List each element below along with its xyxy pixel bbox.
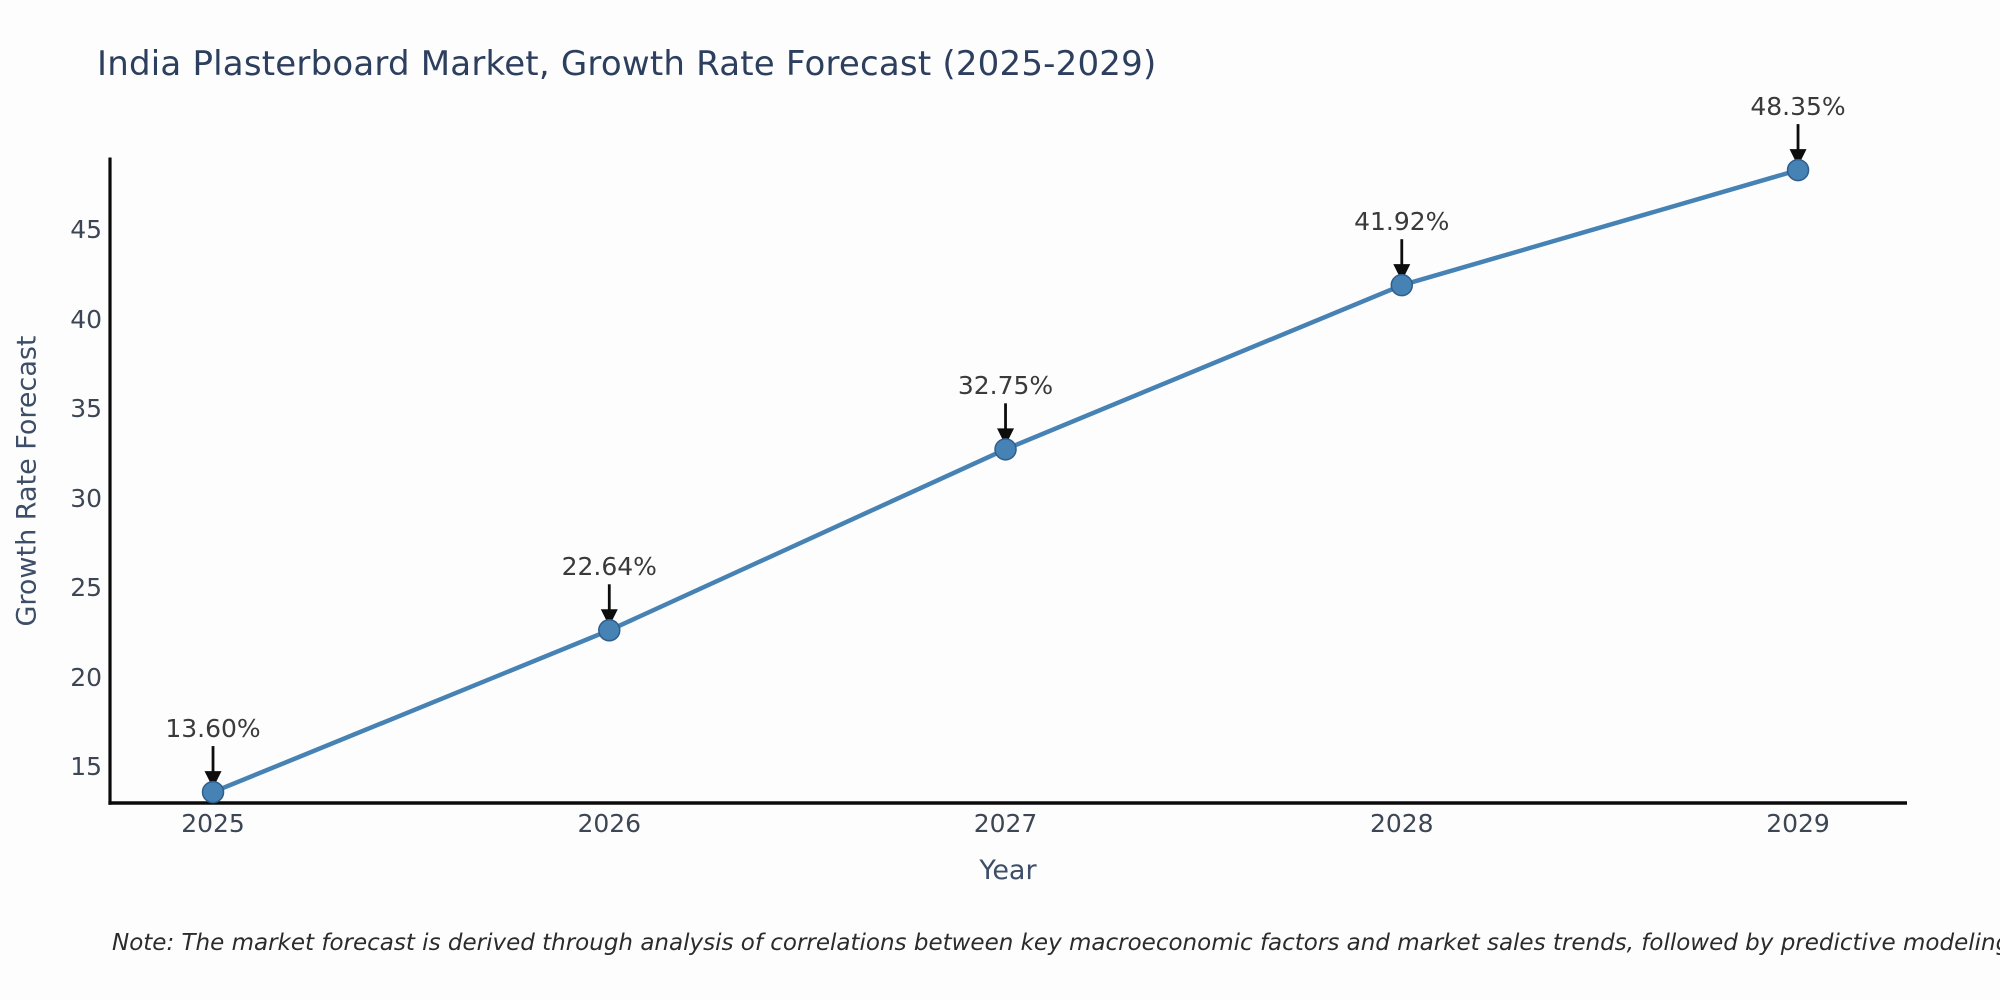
point-annotation: 13.60% — [165, 714, 261, 744]
chart-title: India Plasterboard Market, Growth Rate F… — [97, 44, 1157, 84]
y-tick-label: 15 — [70, 752, 102, 782]
y-tick-label: 20 — [70, 662, 102, 692]
data-point-marker — [598, 619, 621, 642]
x-tick-label: 2025 — [181, 809, 245, 838]
data-point-marker — [1786, 158, 1810, 182]
x-axis-title: Year — [979, 855, 1037, 886]
y-tick-label: 25 — [70, 573, 102, 603]
point-annotation: 41.92% — [1354, 207, 1450, 237]
annotation-arrowhead — [600, 609, 618, 627]
point-annotation: 32.75% — [957, 371, 1054, 401]
y-tick-label: 30 — [70, 483, 102, 513]
annotation-arrowhead — [1393, 264, 1411, 282]
data-point-marker — [994, 438, 1017, 461]
x-tick-label: 2026 — [577, 809, 642, 838]
y-tick-label: 40 — [70, 304, 102, 334]
annotation-arrowhead — [204, 771, 222, 789]
y-tick-label: 35 — [70, 394, 102, 424]
point-annotation: 48.35% — [1750, 92, 1846, 122]
x-tick-label: 2028 — [1369, 809, 1434, 838]
annotation-arrowhead — [1789, 149, 1807, 167]
y-axis-title: Growth Rate Forecast — [11, 335, 43, 627]
x-tick-label: 2029 — [1766, 809, 1830, 838]
trend-line — [210, 167, 1801, 795]
point-annotation: 22.64% — [561, 552, 657, 582]
annotation-arrowhead — [997, 428, 1015, 446]
data-point-marker — [201, 780, 225, 804]
data-point-marker — [1390, 273, 1414, 297]
y-tick-label: 45 — [70, 215, 102, 245]
footnote: Note: The market forecast is derived thr… — [112, 930, 2000, 956]
x-tick-label: 2027 — [973, 809, 1038, 838]
